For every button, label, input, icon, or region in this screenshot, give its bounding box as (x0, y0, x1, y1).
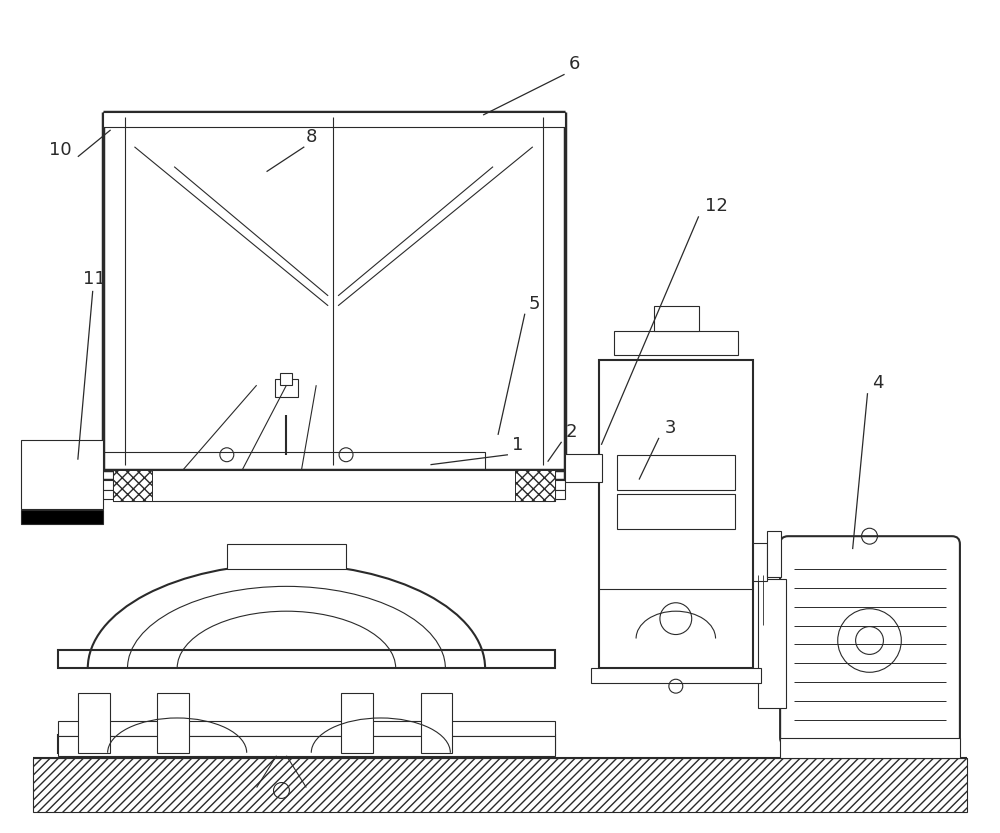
Bar (565, 454, 602, 481)
Bar (21, 511, 103, 524)
Bar (753, 543, 767, 581)
Bar (58, 480, 565, 490)
Bar (58, 470, 565, 480)
Bar (33, 758, 967, 812)
Text: 12: 12 (705, 197, 728, 216)
Bar (654, 306, 699, 331)
Bar (421, 693, 452, 753)
Bar (78, 693, 110, 753)
Bar (227, 544, 346, 569)
Bar (58, 735, 555, 753)
Text: 3: 3 (665, 419, 677, 437)
Bar (617, 495, 735, 529)
Bar (614, 331, 738, 356)
Bar (599, 361, 753, 668)
Bar (113, 470, 152, 501)
Text: 11: 11 (83, 270, 106, 288)
Bar (58, 736, 555, 756)
Bar (58, 490, 565, 500)
Bar (103, 112, 565, 127)
Bar (767, 531, 781, 577)
Bar (617, 455, 735, 490)
Bar (515, 470, 555, 501)
Bar (58, 651, 555, 668)
Bar (21, 440, 103, 509)
FancyBboxPatch shape (780, 536, 960, 746)
Bar (58, 721, 555, 736)
Bar (88, 451, 485, 470)
Text: 2: 2 (566, 423, 577, 441)
Text: 5: 5 (529, 295, 541, 312)
Bar (341, 693, 373, 753)
Bar (758, 579, 786, 708)
Bar (780, 738, 960, 758)
Text: 8: 8 (306, 128, 317, 146)
Text: 1: 1 (512, 436, 524, 454)
Bar (157, 693, 189, 753)
Bar (113, 470, 555, 501)
Bar (275, 379, 298, 397)
Text: 10: 10 (49, 141, 71, 159)
Bar (591, 668, 761, 683)
Text: 6: 6 (569, 55, 580, 73)
Bar (280, 373, 292, 385)
Text: 4: 4 (872, 374, 883, 392)
